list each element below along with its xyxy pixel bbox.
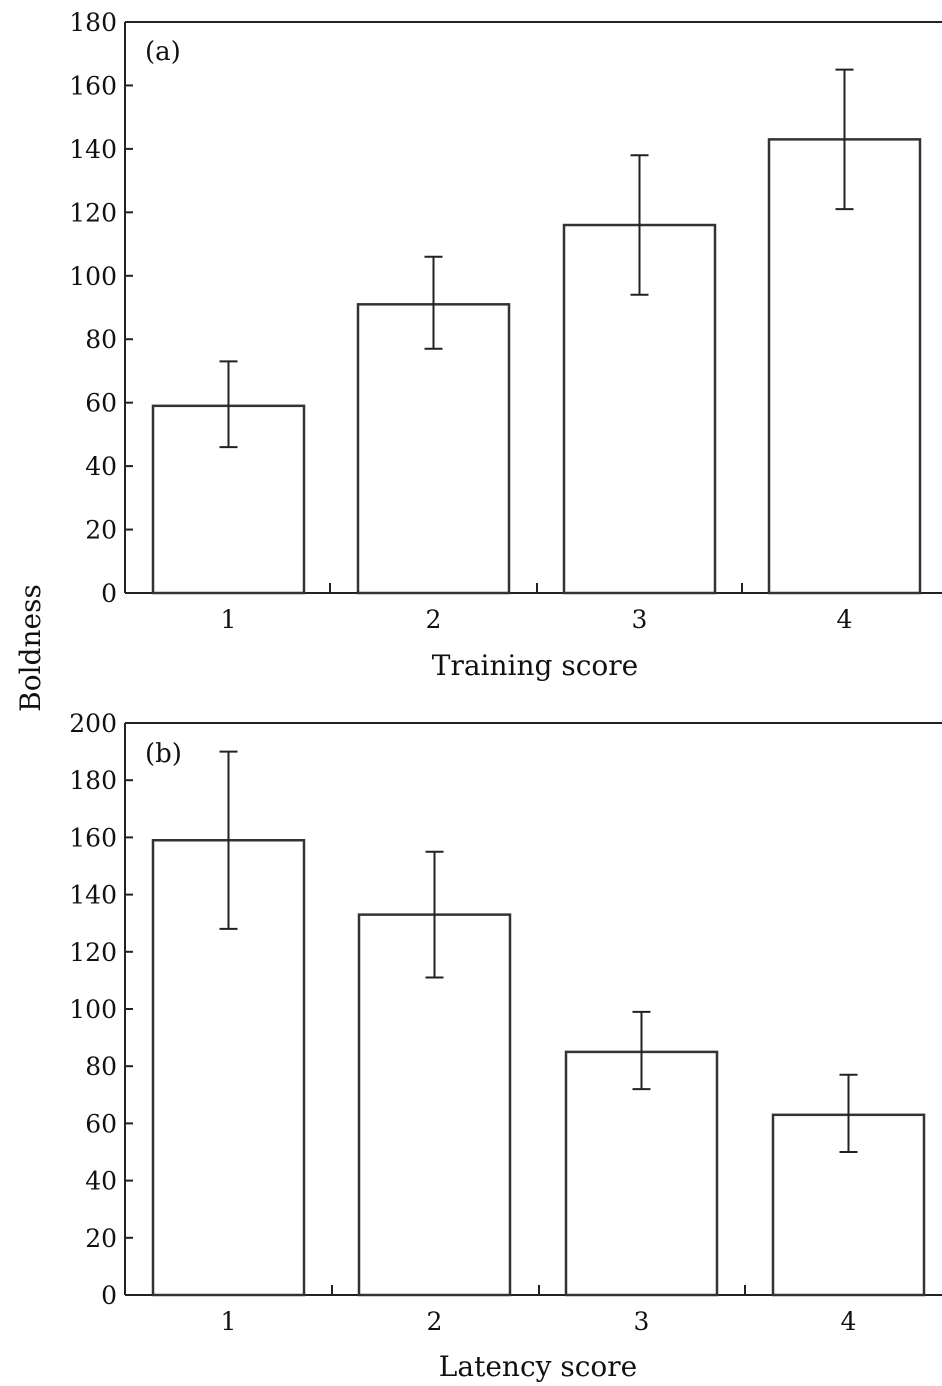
panel-b-x-axis-title: Latency score [439, 1350, 637, 1383]
panel-b-y-tick-label: 40 [85, 1167, 117, 1196]
panel-b-y-tick-label: 20 [85, 1224, 117, 1253]
panel-a-x-tick-label: 3 [632, 605, 648, 634]
panel-a-y-tick-label: 20 [85, 516, 117, 545]
panel-a-bar-2 [356, 303, 511, 595]
panel-b-label: (b) [145, 739, 182, 769]
panel-b-y-tick-label: 180 [69, 766, 117, 795]
panel-b-x-tick-label: 2 [427, 1307, 443, 1336]
panel-a-chart: (a) Training score 0 20 40 60 80 100 120 140 160… [69, 8, 942, 682]
panel-a-x-tick-label: 4 [837, 605, 853, 634]
panel-a-y-tick-label: 40 [85, 452, 117, 481]
panel-b-x-tick-label: 4 [841, 1307, 857, 1336]
panel-b-y-tick-label: 60 [85, 1109, 117, 1138]
panel-a-x-tick-label: 2 [426, 605, 442, 634]
panel-b-y-tick-label: 200 [69, 709, 117, 738]
panel-b-y-tick-label: 160 [69, 823, 117, 852]
panel-a-x-axis-title: Training score [432, 649, 638, 682]
panel-b-bar-3 [564, 1050, 719, 1297]
panel-a-y-tick-label: 100 [69, 262, 117, 291]
panel-a-y-tick-label: 60 [85, 389, 117, 418]
panel-a-y-tick-label: 80 [85, 325, 117, 354]
panel-b-y-tick-label: 140 [69, 881, 117, 910]
panel-a-y-tick-label: 120 [69, 198, 117, 227]
panel-b-y-tick-label: 100 [69, 995, 117, 1024]
panel-a-bar-1 [151, 404, 306, 595]
panel-a-bar-4 [767, 138, 922, 595]
panel-a-y-tick-label: 160 [69, 71, 117, 100]
panel-b-y-tick-label: 120 [69, 938, 117, 967]
panel-b-x-tick-label: 1 [221, 1307, 237, 1336]
panel-b-y-tick-label: 80 [85, 1052, 117, 1081]
panel-b-x-tick-label: 3 [634, 1307, 650, 1336]
panel-a-label: (a) [145, 37, 181, 67]
panel-a-y-tick-label: 0 [101, 579, 117, 608]
panel-a-y-tick-label: 180 [69, 8, 117, 37]
panel-a-x-tick-label: 1 [221, 605, 237, 634]
panel-b-chart: (b) Latency score 0 20 40 60 80 100 120 140 160 1… [69, 709, 942, 1383]
panel-b-bar-4 [771, 1113, 926, 1297]
panel-b-y-tick-label: 0 [101, 1281, 117, 1310]
shared-y-axis-title: Boldness [14, 584, 47, 712]
panel-a-y-tick-label: 140 [69, 135, 117, 164]
